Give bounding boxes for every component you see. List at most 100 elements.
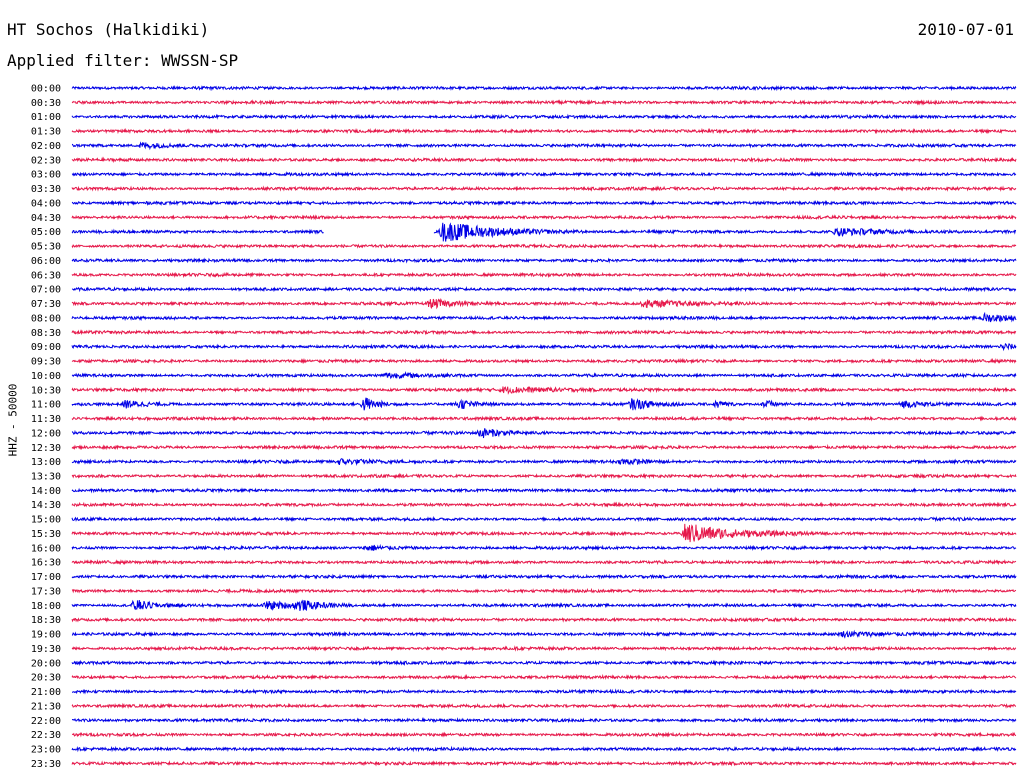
trace-line [71,629,1017,639]
trace-line [71,357,1017,365]
row-time-label: 16:30 [31,558,61,569]
trace-line [71,573,1017,580]
trace-line [71,745,1017,753]
row-label-group: 00:00 00:30 01:00 01:30 02:00 02:30 03:00 03:30… [31,84,61,770]
row-time-label: 02:00 [31,141,61,152]
row-time-label: 05:00 [31,227,61,238]
row-time-label: 05:30 [31,242,61,253]
row-time-label: 08:30 [31,328,61,339]
row-time-label: 09:00 [31,342,61,353]
row-time-label: 15:30 [31,529,61,540]
trace-line [71,645,1017,652]
trace-date: 2010-07-01 [917,20,1014,39]
trace-line [71,271,1017,279]
trace-line [71,370,1017,380]
trace-line [71,717,1017,724]
row-time-label: 04:30 [31,213,61,224]
row-time-label: 09:30 [31,357,61,368]
row-time-label: 20:30 [31,673,61,684]
row-time-label: 15:00 [31,515,61,526]
row-time-label: 10:30 [31,385,61,396]
trace-line [71,342,1017,352]
trace-line [71,297,1017,310]
row-time-label: 00:00 [31,84,61,95]
trace-line [71,587,1017,595]
trace-line [71,428,1017,439]
trace-line [71,329,1017,336]
trace-line [71,214,1017,221]
row-time-label: 06:30 [31,270,61,281]
row-time-label: 16:00 [31,543,61,554]
trace-line [71,141,1017,151]
row-time-label: 22:30 [31,730,61,741]
trace-line [71,199,1017,207]
row-time-label: 03:00 [31,170,61,181]
trace-line [71,487,1017,494]
row-time-label: 23:00 [31,745,61,756]
row-time-label: 06:00 [31,256,61,267]
trace-line [71,257,1017,264]
trace-line [71,156,1017,164]
row-time-label: 21:30 [31,701,61,712]
row-time-label: 07:00 [31,285,61,296]
trace-line [71,731,1017,739]
row-time-label: 23:30 [31,759,61,770]
row-time-label: 21:00 [31,687,61,698]
row-time-label: 13:30 [31,471,61,482]
trace-line [71,127,1017,135]
row-time-label: 19:00 [31,630,61,641]
row-time-label: 17:30 [31,586,61,597]
trace-line [72,688,1017,695]
row-time-label: 18:30 [31,615,61,626]
trace-line [71,501,1017,508]
trace-line [71,242,1017,250]
row-time-label: 14:30 [31,500,61,511]
trace-line [71,285,1017,293]
trace-line [71,616,1017,623]
trace-line [71,99,1017,106]
row-time-label: 12:30 [31,443,61,454]
trace-line [71,171,1017,178]
trace-line [71,386,1017,395]
trace-line [71,673,1017,681]
trace-line [71,760,1017,767]
row-time-label: 01:30 [31,127,61,138]
trace-line [71,559,1017,566]
row-time-label: 17:00 [31,572,61,583]
trace-line [71,472,1017,480]
trace-line [71,702,1017,710]
row-time-label: 10:00 [31,371,61,382]
trace-line [71,185,1017,192]
row-time-label: 04:00 [31,198,61,209]
row-time-label: 18:00 [31,601,61,612]
filter-label: Applied filter: WWSSN-SP [7,51,239,70]
station-title: HT Sochos (Halkidiki) [7,20,210,39]
trace-line [71,222,1017,242]
row-time-label: 12:00 [31,428,61,439]
trace-line [71,397,1017,411]
row-time-label: 14:00 [31,486,61,497]
row-time-label: 13:00 [31,457,61,468]
trace-line [71,543,1017,552]
row-time-label: 20:00 [31,658,61,669]
trace-group [71,84,1017,767]
row-time-label: 22:00 [31,716,61,727]
trace-line [71,457,1017,466]
trace-line [71,113,1017,120]
trace-line [71,599,1017,611]
row-time-label: 11:00 [31,400,61,411]
row-time-label: 19:30 [31,644,61,655]
row-time-label: 03:30 [31,184,61,195]
trace-line [71,523,1017,543]
row-time-label: 07:30 [31,299,61,310]
row-time-label: 11:30 [31,414,61,425]
trace-line [71,659,1017,667]
trace-line [71,515,1017,523]
row-time-label: 08:00 [31,313,61,324]
trace-line [71,311,1017,323]
row-time-label: 01:00 [31,112,61,123]
trace-line [71,443,1017,451]
row-time-label: 00:30 [31,98,61,109]
trace-line [71,415,1017,422]
